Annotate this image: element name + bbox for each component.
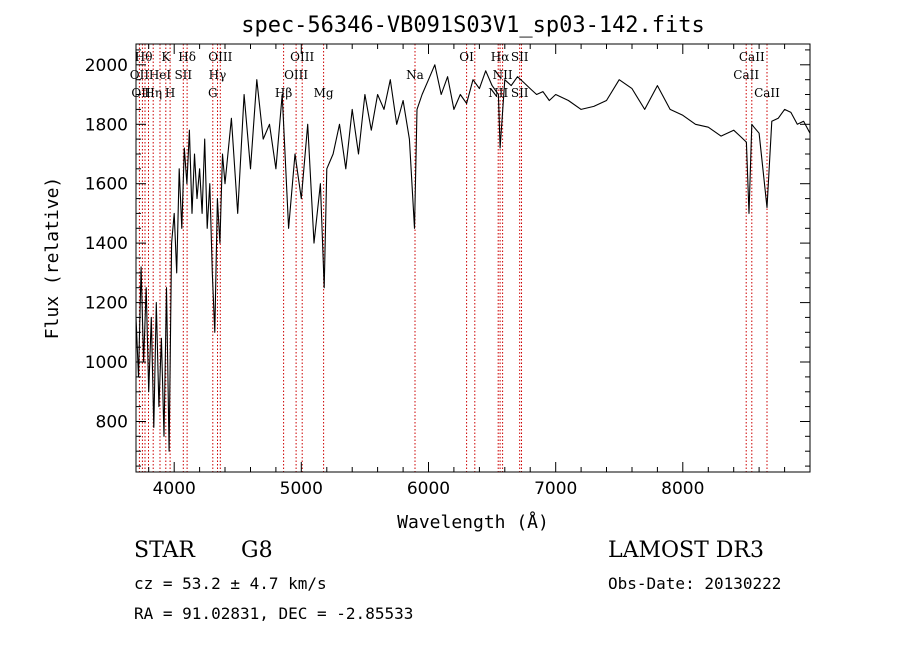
object-class: STAR (134, 538, 195, 563)
line-marker-label: SII (511, 50, 529, 64)
line-marker-label: G (208, 86, 218, 100)
line-marker-label: NII (493, 68, 513, 82)
line-marker-label: Hθ (135, 50, 153, 64)
line-marker-label: Hα (491, 50, 510, 64)
line-marker-label: Hβ (275, 86, 292, 100)
line-marker-label: K (161, 50, 171, 64)
line-marker-label: OIII (284, 68, 308, 82)
y-axis-label: Flux (relative) (42, 177, 63, 340)
redshift-value: cz = 53.2 ± 4.7 km/s (134, 574, 327, 593)
y-axis: 800 1000 1200 1400 1600 1800 2000 (85, 49, 810, 467)
y-tick-label: 1200 (85, 294, 128, 314)
line-marker-label: Mg (314, 86, 334, 100)
line-marker-label: OIII (208, 50, 232, 64)
x-axis: 4000 5000 6000 7000 8000 (148, 44, 786, 499)
x-tick-label: 7000 (534, 479, 577, 499)
line-marker-label: H (165, 86, 175, 100)
line-marker-label: CaII (739, 50, 765, 64)
line-marker-label: HeI (149, 68, 172, 82)
chart-title: spec-56346-VB091S03V1_sp03-142.fits (241, 13, 705, 38)
line-marker-label: OIII (290, 50, 314, 64)
y-tick-label: 2000 (85, 56, 128, 76)
line-marker-label: Hη (144, 86, 162, 100)
obs-date: Obs-Date: 20130222 (608, 574, 782, 593)
x-tick-label: 8000 (661, 479, 704, 499)
subclass: G8 (241, 538, 273, 563)
line-marker-label: Hδ (178, 50, 196, 64)
x-tick-label: 5000 (280, 479, 323, 499)
plot-frame (135, 43, 811, 473)
coordinates: RA = 91.02831, DEC = -2.85533 (134, 604, 414, 623)
x-tick-label: 4000 (153, 479, 196, 499)
y-tick-label: 1000 (85, 353, 128, 373)
line-marker-label: CaII (754, 86, 780, 100)
y-tick-label: 1400 (85, 234, 128, 254)
x-tick-label: 6000 (407, 479, 450, 499)
line-marker-label: Hγ (209, 68, 227, 82)
series-layer (136, 64, 810, 452)
line-marker-label: SII (174, 68, 192, 82)
line-marker-label: Na (406, 68, 424, 82)
series-line (136, 64, 810, 452)
line-marker-label: SII (511, 86, 529, 100)
line-marker-label: OI (459, 50, 474, 64)
x-axis-label: Wavelength (Å) (397, 511, 549, 533)
y-tick-label: 800 (96, 413, 128, 433)
survey-name: LAMOST DR3 (608, 538, 764, 563)
y-tick-label: 1600 (85, 175, 128, 195)
line-marker-label: OII (130, 68, 150, 82)
line-marker-label: CaII (733, 68, 759, 82)
y-tick-label: 1800 (85, 115, 128, 135)
